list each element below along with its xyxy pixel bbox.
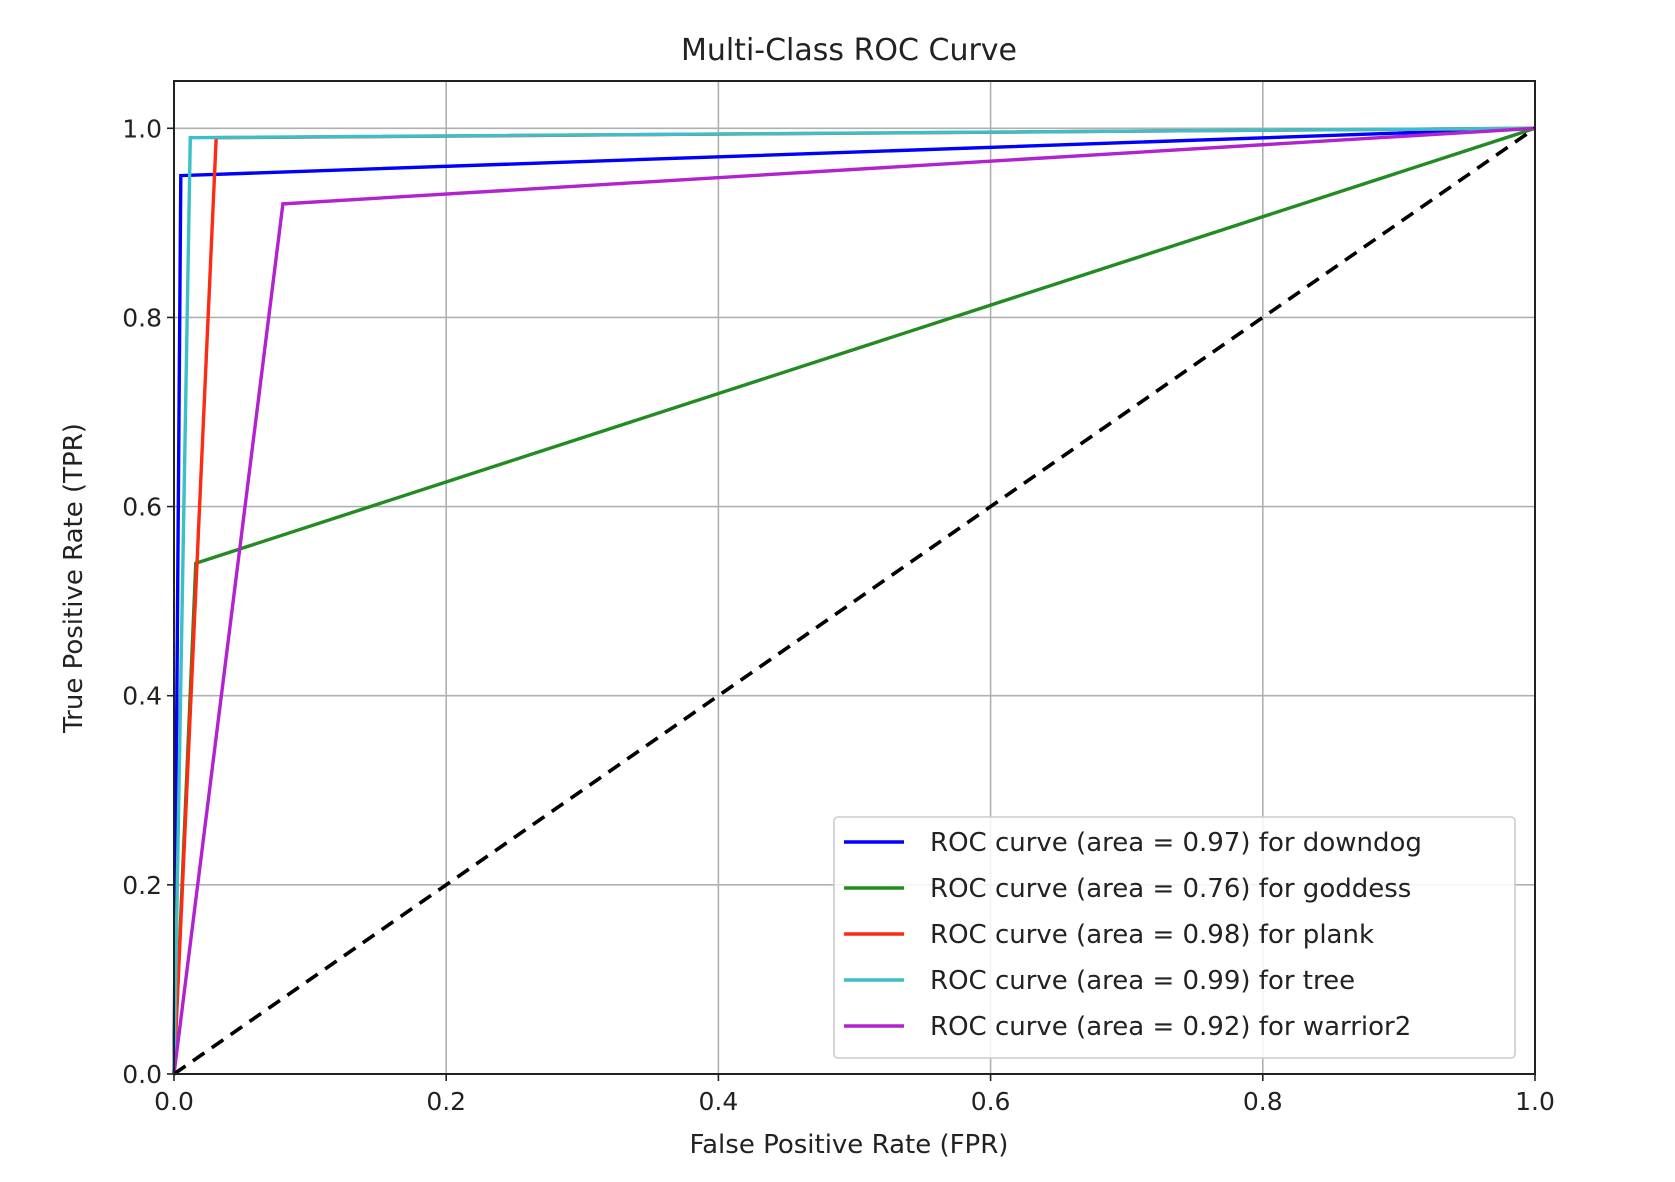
legend-entry-label: ROC curve (area = 0.76) for goddess bbox=[930, 874, 1411, 904]
y-tick-label: 0.8 bbox=[122, 303, 162, 332]
legend-box bbox=[833, 816, 1516, 1059]
y-tick-label: 0.4 bbox=[122, 682, 162, 711]
x-axis-label: False Positive Rate (FPR) bbox=[690, 1130, 1009, 1160]
x-tick-label: 0.8 bbox=[1243, 1087, 1283, 1116]
axes-frame bbox=[173, 80, 1536, 1075]
roc-series-line-4 bbox=[172, 126, 1536, 1075]
y-tick-label: 1.0 bbox=[122, 114, 162, 143]
y-tick-label: 0.6 bbox=[122, 493, 162, 522]
legend: ROC curve (area = 0.97) for downdog ROC c… bbox=[833, 816, 1516, 1059]
legend-entry-label: ROC curve (area = 0.99) for tree bbox=[930, 966, 1355, 996]
x-tick-label: 0.4 bbox=[699, 1087, 739, 1116]
legend-entry-label: ROC curve (area = 0.97) for downdog bbox=[930, 828, 1422, 858]
y-axis-label: True Positive Rate (TPR) bbox=[59, 423, 89, 734]
y-tick-label: 0.2 bbox=[122, 871, 162, 900]
roc-series-line-0 bbox=[172, 126, 1536, 1075]
chance-diagonal-line bbox=[172, 126, 1537, 1076]
series-layer bbox=[172, 126, 1537, 1076]
roc-series-line-3 bbox=[172, 126, 1536, 1075]
legend-entry-label: ROC curve (area = 0.98) for plank bbox=[930, 920, 1374, 950]
x-tick-label: 0.6 bbox=[971, 1087, 1011, 1116]
tick-layer: 0.0 0.2 0.4 0.6 0.8 1.0 0.0 0.2 0.4 0.6 0.8 1.0 bbox=[122, 114, 1555, 1116]
x-tick-label: 0.2 bbox=[426, 1087, 466, 1116]
chart-title: Multi-Class ROC Curve bbox=[681, 33, 1017, 68]
legend-entry-label: ROC curve (area = 0.92) for warrior2 bbox=[930, 1012, 1411, 1042]
x-tick-label: 0.0 bbox=[154, 1087, 194, 1116]
x-tick-label: 1.0 bbox=[1515, 1087, 1555, 1116]
y-tick-label: 0.0 bbox=[122, 1060, 162, 1089]
